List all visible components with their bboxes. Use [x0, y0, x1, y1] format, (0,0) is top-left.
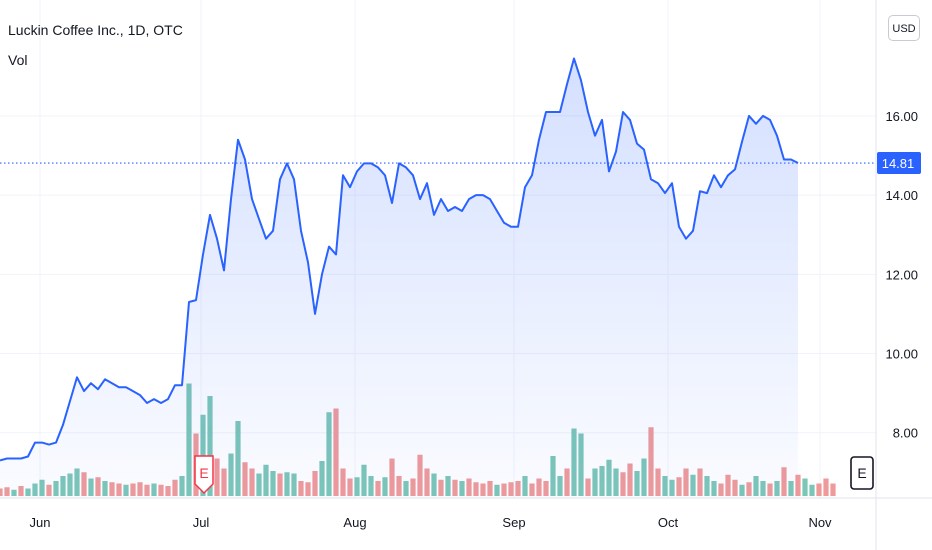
y-tick-label: 14.00	[885, 188, 918, 203]
x-tick-label: Aug	[343, 515, 366, 530]
volume-bar	[809, 484, 815, 496]
currency-button[interactable]: USD	[888, 15, 920, 41]
earnings-marker[interactable]: E	[194, 455, 214, 495]
price-line[interactable]	[0, 57, 799, 462]
volume-bar	[802, 478, 808, 496]
earnings-marker-label: E	[857, 465, 866, 481]
y-tick-label: 16.00	[885, 109, 918, 124]
x-tick-label: Nov	[808, 515, 832, 530]
last-price-badge	[877, 152, 921, 175]
y-tick-label: 8.00	[893, 426, 918, 441]
earnings-marker[interactable]: E	[850, 456, 874, 490]
x-tick-label: Jun	[30, 515, 51, 530]
x-tick-label: Jul	[193, 515, 210, 530]
volume-bar	[830, 483, 836, 496]
y-tick-label: 10.00	[885, 347, 918, 362]
last-price-label: 14.81	[882, 156, 915, 171]
volume-bar	[816, 483, 822, 496]
price-area-fill	[0, 58, 798, 498]
volume-indicator-label[interactable]: Vol	[8, 52, 28, 68]
earnings-marker-label: E	[199, 465, 208, 481]
x-tick-label: Sep	[502, 515, 525, 530]
earnings-marker-shape	[194, 455, 214, 495]
y-tick-label: 12.00	[885, 267, 918, 282]
earnings-marker-shape	[850, 456, 874, 490]
symbol-title: Luckin Coffee Inc., 1D, OTC	[8, 22, 183, 38]
x-tick-label: Oct	[658, 515, 679, 530]
volume-bar	[823, 478, 829, 496]
